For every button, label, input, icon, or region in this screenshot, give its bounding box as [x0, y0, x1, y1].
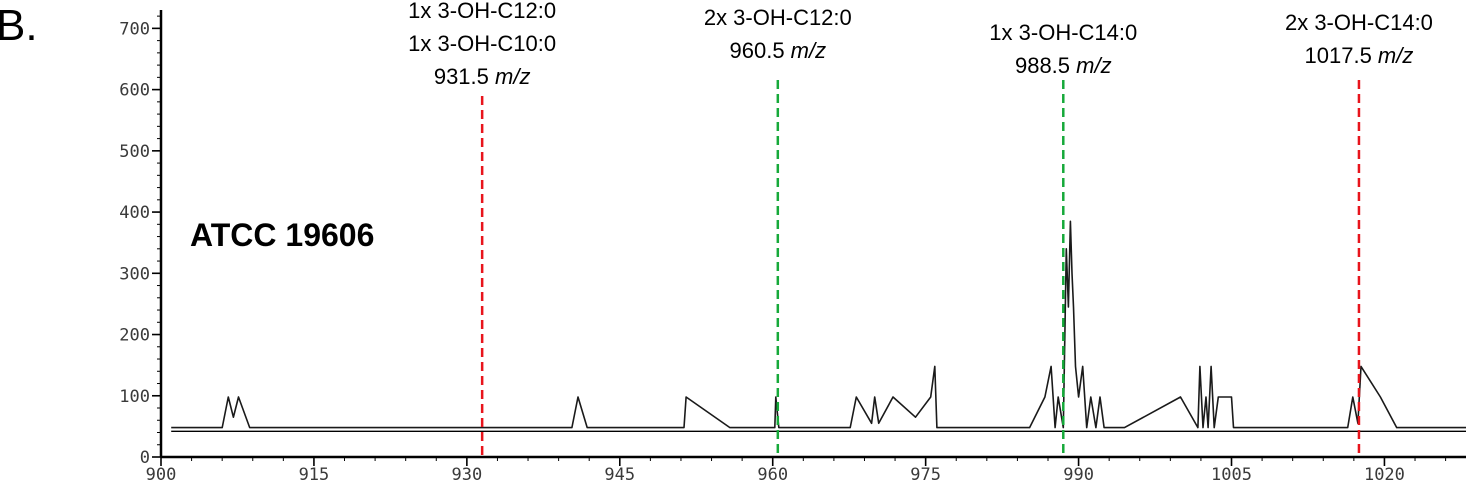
- panel-label: B.: [0, 1, 38, 50]
- marker-mz-value: 931.5: [434, 64, 495, 89]
- marker-mz-unit: m/z: [1378, 43, 1413, 68]
- marker-mz-label: 988.5 m/z: [1015, 53, 1112, 78]
- marker-mz-unit: m/z: [1076, 53, 1111, 78]
- marker-mz-value: 988.5: [1015, 53, 1076, 78]
- x-tick-label: 1005: [1211, 465, 1252, 485]
- x-tick-label: 945: [604, 465, 635, 485]
- y-tick-label: 100: [119, 387, 150, 407]
- y-tick-label: 700: [119, 19, 150, 39]
- y-tick-label: 300: [119, 264, 150, 284]
- marker-mz-unit: m/z: [495, 64, 530, 89]
- y-tick-label: 200: [119, 326, 150, 346]
- sample-label: ATCC 19606: [190, 217, 374, 253]
- y-tick-label: 500: [119, 142, 150, 162]
- x-tick-label: 975: [910, 465, 941, 485]
- marker-annotation-text: 1x 3-OH-C14:0: [989, 20, 1137, 45]
- marker-mz-value: 960.5: [730, 38, 791, 63]
- x-tick-label: 1020: [1364, 465, 1405, 485]
- marker-annotation-text: 2x 3-OH-C12:0: [704, 5, 852, 30]
- y-tick-label: 0: [140, 448, 150, 468]
- x-tick-label: 915: [299, 465, 330, 485]
- y-tick-label: 600: [119, 81, 150, 101]
- plot-area: 0 100 200 300 400 500 600 700 900 915 930 945 960 975…: [119, 0, 1466, 485]
- marker-mz-label: 931.5 m/z: [434, 64, 531, 89]
- x-tick-label: 900: [146, 465, 177, 485]
- marker-mz-value: 1017.5: [1305, 43, 1378, 68]
- x-tick-label: 930: [452, 465, 483, 485]
- x-tick-label: 990: [1063, 465, 1094, 485]
- marker-annotation-text: 1x 3-OH-C10:0: [408, 31, 556, 56]
- marker-mz-label: 960.5 m/z: [730, 38, 827, 63]
- marker-mz-label: 1017.5 m/z: [1305, 43, 1414, 68]
- y-tick-label: 400: [119, 203, 150, 223]
- marker-annotation-text: 1x 3-OH-C12:0: [408, 0, 556, 23]
- spectrum-series-line: [171, 220, 1466, 429]
- marker-mz-unit: m/z: [791, 38, 826, 63]
- x-tick-label: 960: [757, 465, 788, 485]
- marker-annotation-text: 2x 3-OH-C14:0: [1285, 10, 1433, 35]
